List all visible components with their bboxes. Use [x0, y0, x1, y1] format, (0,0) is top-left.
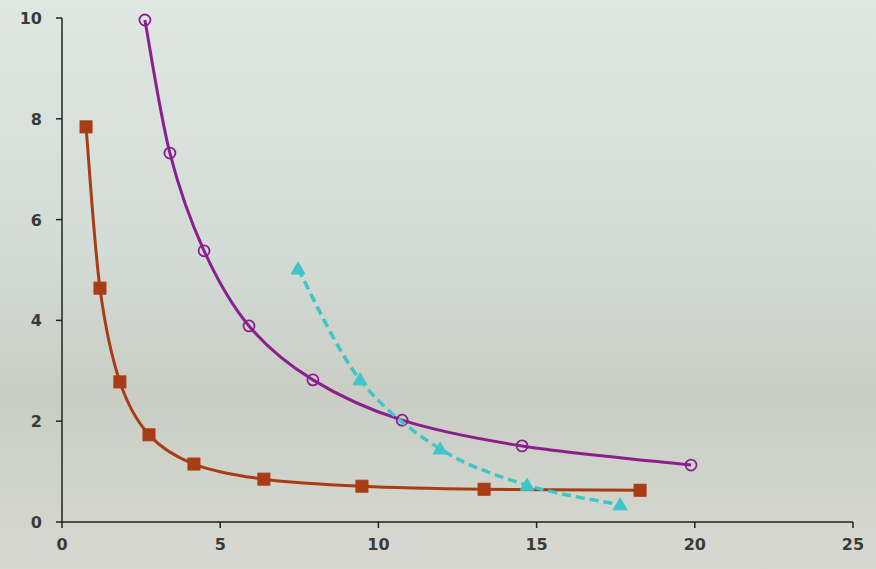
x-tick-label: 20 — [684, 535, 706, 554]
y-tick — [56, 219, 62, 221]
x-tick — [61, 522, 63, 528]
x-tick — [378, 522, 380, 528]
x-tick-label: 15 — [525, 535, 547, 554]
marker — [243, 320, 254, 331]
y-tick-label: 8 — [31, 110, 42, 129]
chart: 0 2 4 6 8 10 0 5 10 15 20 25 — [0, 0, 876, 569]
x-tick — [852, 522, 854, 528]
x-tick-label: 5 — [215, 535, 226, 554]
marker — [188, 458, 200, 470]
marker — [634, 484, 646, 496]
y-axis — [61, 18, 63, 522]
x-tick-label: 10 — [367, 535, 389, 554]
y-tick-label: 2 — [31, 412, 42, 431]
marker — [520, 478, 534, 490]
marker — [353, 373, 367, 385]
marker — [356, 480, 368, 492]
x-tick-label: 25 — [842, 535, 864, 554]
y-tick-label: 10 — [20, 9, 42, 28]
marker — [143, 429, 155, 441]
x-tick — [219, 522, 221, 528]
marker — [199, 245, 210, 256]
x-axis — [62, 521, 853, 523]
marker — [686, 460, 697, 471]
marker — [478, 483, 490, 495]
series-line — [145, 20, 691, 465]
series-line — [298, 269, 620, 505]
marker — [613, 498, 627, 510]
series-line — [86, 127, 640, 490]
x-tick-label: 0 — [56, 535, 67, 554]
y-tick — [56, 17, 62, 19]
marker — [258, 473, 270, 485]
x-tick — [694, 522, 696, 528]
marker — [433, 442, 447, 454]
marker — [291, 262, 305, 274]
y-tick — [56, 420, 62, 422]
y-tick — [56, 320, 62, 322]
plot-area — [80, 15, 696, 510]
y-tick — [56, 118, 62, 120]
marker — [307, 374, 318, 385]
y-tick — [56, 521, 62, 523]
marker — [80, 121, 92, 133]
y-tick-label: 0 — [31, 513, 42, 532]
x-tick — [536, 522, 538, 528]
marker — [114, 376, 126, 388]
y-tick-label: 4 — [31, 311, 42, 330]
marker — [517, 440, 528, 451]
marker — [139, 15, 150, 26]
marker — [164, 148, 175, 159]
y-tick-label: 6 — [31, 211, 42, 230]
marker — [94, 282, 106, 294]
